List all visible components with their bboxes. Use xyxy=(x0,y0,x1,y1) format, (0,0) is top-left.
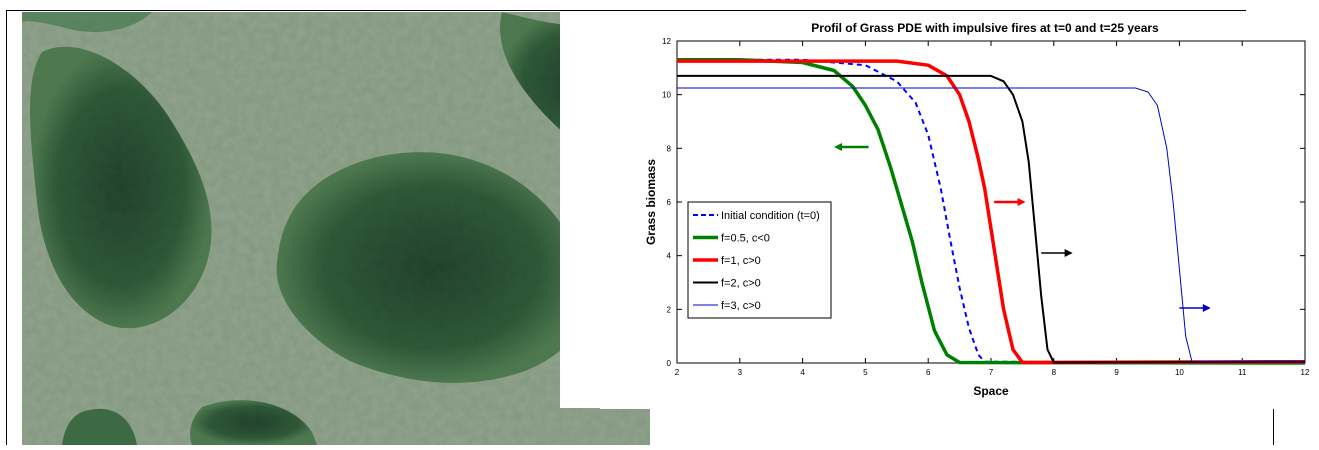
series-line-f-3-c-0 xyxy=(677,87,1305,363)
y-tick-label: 6 xyxy=(667,198,672,207)
y-tick-label: 4 xyxy=(667,252,672,261)
y-tick-label: 0 xyxy=(667,359,672,368)
y-axis-label: Grass biomass xyxy=(644,159,658,245)
x-tick-label: 5 xyxy=(863,368,868,377)
series-line-f-1-c-0 xyxy=(677,59,1306,365)
x-tick-label: 12 xyxy=(1301,368,1310,377)
arrow-annotation-f-1-c-0 xyxy=(994,198,1026,206)
chart-title: Profil of Grass PDE with impulsive fires… xyxy=(811,21,1159,35)
figure-right-border xyxy=(1273,405,1274,445)
series-line-f-2-c-0 xyxy=(677,74,1306,364)
x-tick-label: 4 xyxy=(800,368,805,377)
x-tick-label: 3 xyxy=(738,368,743,377)
arrow-annotation-f-2-c-0 xyxy=(1041,248,1073,257)
aerial-photo-image xyxy=(22,12,650,445)
y-tick-label: 2 xyxy=(667,305,672,314)
x-tick-label: 6 xyxy=(926,368,931,377)
legend-label-f-0-5-c-0: f=0.5, c<0 xyxy=(721,233,770,245)
arrow-annotation-f-0-5-c-0 xyxy=(834,142,869,151)
figure-top-border xyxy=(6,10,1246,11)
chart-panel: Profil of Grass PDE with impulsive fires… xyxy=(600,14,1319,409)
x-tick-label: 2 xyxy=(675,368,680,377)
legend-label-f-1-c-0: f=1, c>0 xyxy=(721,255,761,267)
y-tick-label: 12 xyxy=(662,37,671,46)
figure-left-border xyxy=(6,10,7,445)
arrow-layer xyxy=(834,142,1211,312)
series-line-f-0-5-c-0 xyxy=(677,58,1306,365)
y-tick-label: 10 xyxy=(662,91,671,100)
legend-label-initial-condition-t-0: Initial condition (t=0) xyxy=(721,210,820,222)
legend-label-f-3-c-0: f=3, c>0 xyxy=(721,300,761,312)
x-axis-label: Space xyxy=(973,384,1009,398)
x-tick-label: 8 xyxy=(1052,368,1057,377)
legend-label-f-2-c-0: f=2, c>0 xyxy=(721,278,761,290)
series-layer xyxy=(677,58,1306,365)
x-tick-label: 10 xyxy=(1175,368,1184,377)
grass-pde-chart: Profil of Grass PDE with impulsive fires… xyxy=(600,14,1319,409)
x-tick-label: 9 xyxy=(1114,368,1119,377)
x-tick-label: 11 xyxy=(1238,368,1247,377)
y-tick-label: 8 xyxy=(667,144,672,153)
arrow-annotation-f-3-c-0 xyxy=(1179,303,1211,312)
legend: Initial condition (t=0) f=0.5, c<0 f=1, c>… xyxy=(687,201,832,319)
aerial-photo xyxy=(22,12,650,445)
series-line-initial-condition-t-0 xyxy=(677,58,1306,364)
x-tick-label: 7 xyxy=(989,368,994,377)
